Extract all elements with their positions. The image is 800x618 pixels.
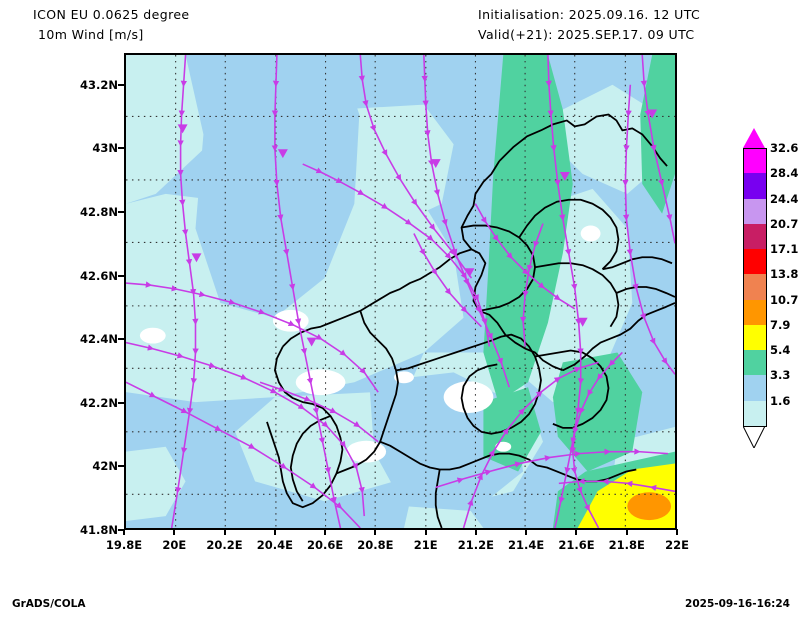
- colorbar-band: [743, 173, 767, 200]
- wind-speed-colorbar: 32.6 28.4 24.4 20.7 17.1 13.8 10.7 7.9 5.4 3.3 1.6: [743, 128, 798, 448]
- x-axis-tick-mark: [374, 529, 377, 535]
- x-axis-tick-label: 20.2E: [206, 538, 243, 552]
- colorbar-band: [743, 324, 767, 352]
- colorbar-tick-label: 17.1: [770, 242, 799, 257]
- colorbar-tick-label: 28.4: [770, 166, 799, 181]
- y-axis-tick-label: 42N: [92, 459, 118, 474]
- x-axis-tick-label: 20.4E: [256, 538, 293, 552]
- y-axis-tick-mark: [118, 211, 124, 213]
- x-axis-tick-label: 21.4E: [508, 538, 545, 552]
- x-axis-tick-mark: [223, 529, 226, 535]
- x-axis-tick-mark: [123, 529, 125, 535]
- x-axis: 19.8E 20E 20.2E 20.4E 20.6E 20.8E 21E 21.2E 21.4…: [106, 529, 689, 557]
- x-axis-tick-mark: [525, 529, 528, 535]
- colorbar-top-arrow: [743, 128, 765, 148]
- x-axis-tick-label: 20.6E: [306, 538, 344, 552]
- colorbar-band: [743, 274, 767, 301]
- colorbar-band: [743, 375, 767, 402]
- colorbar-band: [743, 223, 767, 251]
- x-axis-tick-mark: [474, 529, 477, 535]
- x-axis-tick-mark: [273, 529, 276, 535]
- y-axis-tick-label: 41.8N: [80, 523, 118, 537]
- colorbar-bottom-arrow: [743, 426, 765, 448]
- x-axis-tick-label: 21.6E: [558, 538, 595, 552]
- x-axis-tick-mark: [173, 529, 176, 535]
- x-axis-tick-label: 20E: [162, 538, 187, 552]
- valid-time-label: Valid(+21): 2025.SEP.17. 09 UTC: [478, 27, 695, 42]
- y-axis-tick-label: 42.4N: [80, 332, 118, 347]
- y-axis-tick-mark: [118, 147, 124, 150]
- colorbar-tick-label: 24.4: [770, 191, 799, 206]
- colorbar-band: [743, 148, 767, 176]
- colorbar-band: [743, 198, 767, 225]
- colorbar-band: [743, 400, 767, 427]
- colorbar-tick-label: 13.8: [770, 267, 799, 282]
- x-axis-tick-mark: [625, 529, 628, 535]
- y-axis: 43.2N 43N 42.8N 42.6N 42.4N 42.2N 42N 41.8N: [26, 53, 118, 537]
- initialisation-label: Initialisation: 2025.09.16. 12 UTC: [478, 7, 701, 22]
- model-title: ICON EU 0.0625 degree: [33, 7, 190, 22]
- x-axis-tick-mark: [676, 529, 678, 535]
- y-axis-tick-label: 42.6N: [80, 268, 118, 283]
- wind-speed-map: [126, 55, 675, 528]
- x-axis-tick-label: 21.2E: [457, 538, 495, 552]
- colorbar-tick-label: 32.6: [770, 141, 799, 155]
- field-title: 10m Wind [m/s]: [38, 27, 144, 42]
- y-axis-tick-label: 43N: [92, 141, 118, 156]
- colorbar-band: [743, 249, 767, 276]
- x-axis-tick-mark: [575, 529, 578, 535]
- y-axis-tick-mark: [118, 401, 124, 404]
- colorbar-tick-label: 20.7: [770, 216, 799, 231]
- colorbar-band: [743, 350, 767, 377]
- y-axis-tick-mark: [118, 465, 124, 468]
- x-axis-tick-label: 20.8E: [357, 538, 394, 552]
- y-axis-tick-mark: [118, 338, 124, 341]
- x-axis-tick-label: 22E: [665, 538, 689, 552]
- y-axis-tick-mark: [118, 529, 124, 531]
- colorbar-tick-label: 5.4: [770, 343, 791, 358]
- colorbar-tick-label: 1.6: [770, 393, 791, 408]
- map-plot-area[interactable]: [124, 53, 677, 530]
- x-axis-tick-mark: [424, 529, 427, 535]
- render-timestamp: 2025-09-16-16:24: [685, 598, 790, 610]
- x-axis-tick-label: 21.8E: [608, 538, 645, 552]
- y-axis-tick-label: 43.2N: [80, 77, 118, 92]
- y-axis-tick-label: 42.2N: [80, 395, 118, 410]
- colorbar-tick-label: 3.3: [770, 368, 791, 383]
- x-axis-tick-mark: [324, 529, 327, 535]
- y-axis-tick-mark: [118, 83, 124, 86]
- y-axis-tick-mark: [118, 274, 124, 277]
- x-axis-tick-label: 21E: [413, 538, 438, 552]
- colorbar-band: [743, 299, 767, 326]
- colorbar-tick-label: 7.9: [770, 317, 791, 332]
- source-credit: GrADS/COLA: [12, 598, 86, 610]
- colorbar-tick-label: 10.7: [770, 292, 799, 307]
- x-axis-tick-label: 19.8E: [105, 538, 143, 552]
- y-axis-tick-label: 42.8N: [80, 205, 118, 219]
